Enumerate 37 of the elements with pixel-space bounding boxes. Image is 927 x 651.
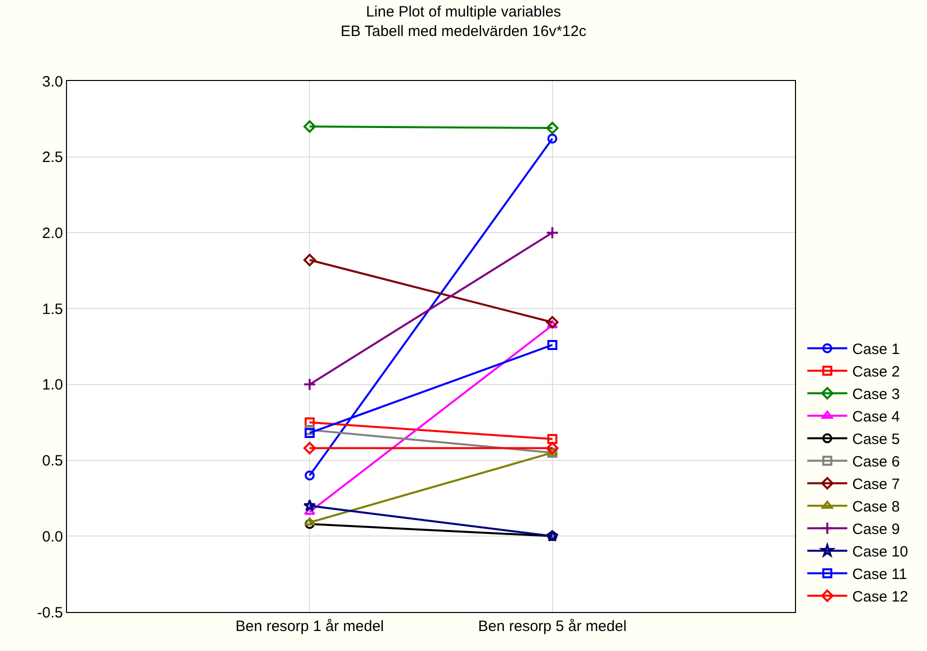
legend-label: Case 9: [852, 521, 900, 538]
point: [547, 340, 558, 350]
y-tick-label: 2.5: [42, 149, 63, 166]
point: [547, 134, 558, 144]
point: [547, 434, 558, 444]
legend-label: Case 8: [852, 498, 900, 516]
legend-label: Case 2: [852, 364, 900, 381]
y-tick-label: 3.0: [42, 73, 63, 90]
chart-title: Line Plot of multiple variables: [366, 3, 562, 20]
point: [303, 254, 316, 266]
y-tick-label: 0.0: [42, 528, 63, 546]
x-tick-label: Ben resorp 5 år medel: [478, 618, 627, 635]
point: [546, 122, 559, 134]
x-tick-label: Ben resorp 1 år medel: [235, 618, 384, 635]
y-tick-label: -0.5: [37, 604, 63, 622]
legend-label: Case 5: [852, 431, 900, 448]
point: [304, 470, 315, 480]
point: [303, 442, 316, 454]
legend-label: Case 3: [852, 386, 900, 404]
legend-label: Case 1: [852, 341, 900, 358]
point: [546, 226, 559, 240]
y-tick-label: 0.5: [42, 452, 63, 470]
point: [303, 378, 316, 392]
y-tick-label: 2.0: [42, 224, 63, 242]
y-tick-label: 1.5: [42, 300, 63, 318]
point: [304, 424, 315, 435]
chart-subtitle: EB Tabell med medelvärden 16v*12c: [340, 22, 587, 40]
point: [303, 120, 316, 133]
legend-label: Case 10: [852, 544, 908, 561]
legend-label: Case 6: [852, 454, 900, 471]
point: [304, 417, 315, 428]
legend-label: Case 7: [852, 476, 900, 494]
legend-label: Case 11: [852, 566, 908, 584]
point: [304, 428, 315, 438]
legend-label: Case 4: [852, 408, 900, 426]
y-tick-label: 1.0: [42, 376, 63, 394]
legend-label: Case 12: [852, 588, 908, 606]
